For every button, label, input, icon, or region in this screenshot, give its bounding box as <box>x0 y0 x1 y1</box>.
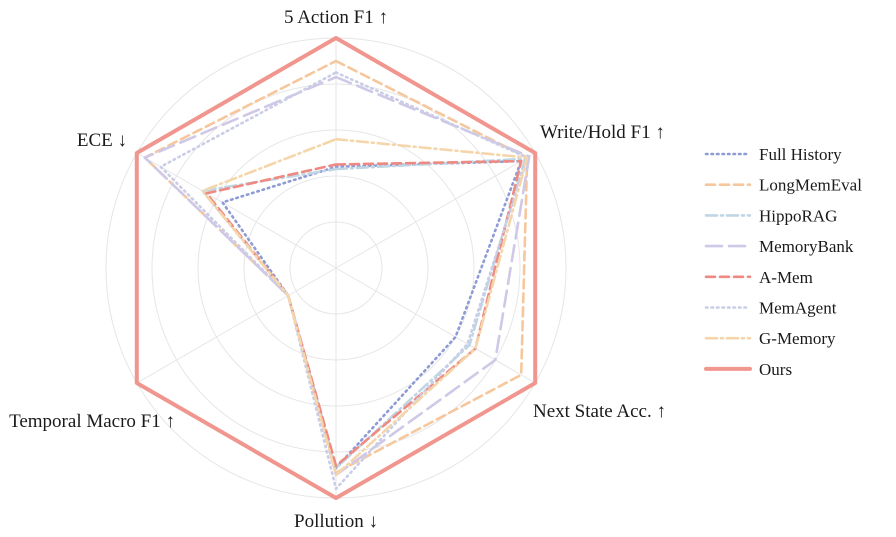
axis-label-6: ECE ↓ <box>77 130 127 151</box>
series-polygon-g-memory <box>201 137 529 477</box>
series-polygon-hipporag <box>201 157 527 470</box>
legend-label-longmemeval: LongMemEval <box>759 176 862 195</box>
series-polygon-memorybank <box>143 75 531 477</box>
grid-spoke-5 <box>136 267 337 384</box>
legend: Full History LongMemEval HippoRAG MemoryBan… <box>704 145 862 379</box>
grid-spoke-3 <box>335 267 536 384</box>
radar-series <box>134 36 538 500</box>
grid-spoke-2 <box>335 152 536 269</box>
legend-label-hipporag: HippoRAG <box>759 206 837 225</box>
radar-grid <box>105 37 567 499</box>
legend-label-g-memory: G-Memory <box>759 329 836 348</box>
series-polygon-ours <box>134 36 538 500</box>
legend-label-memagent: MemAgent <box>759 299 837 318</box>
legend-label-full-history: Full History <box>759 145 842 164</box>
series-polygon-a-mem <box>205 159 523 468</box>
legend-label-a-mem: A-Mem <box>759 268 813 287</box>
axis-label-5: Temporal Macro F1 ↑ <box>9 411 175 432</box>
axis-labels: 5 Action F1 ↑ Write/Hold F1 ↑ Next State A… <box>9 7 666 532</box>
grid-spoke-6 <box>136 152 337 269</box>
axis-label-4: Pollution ↓ <box>294 511 378 532</box>
axis-label-2: Write/Hold F1 ↑ <box>540 122 665 143</box>
legend-label-ours: Ours <box>759 360 792 379</box>
axis-label-1: 5 Action F1 ↑ <box>284 7 388 28</box>
legend-label-memorybank: MemoryBank <box>759 237 854 256</box>
axis-label-3: Next State Acc. ↑ <box>533 401 666 422</box>
